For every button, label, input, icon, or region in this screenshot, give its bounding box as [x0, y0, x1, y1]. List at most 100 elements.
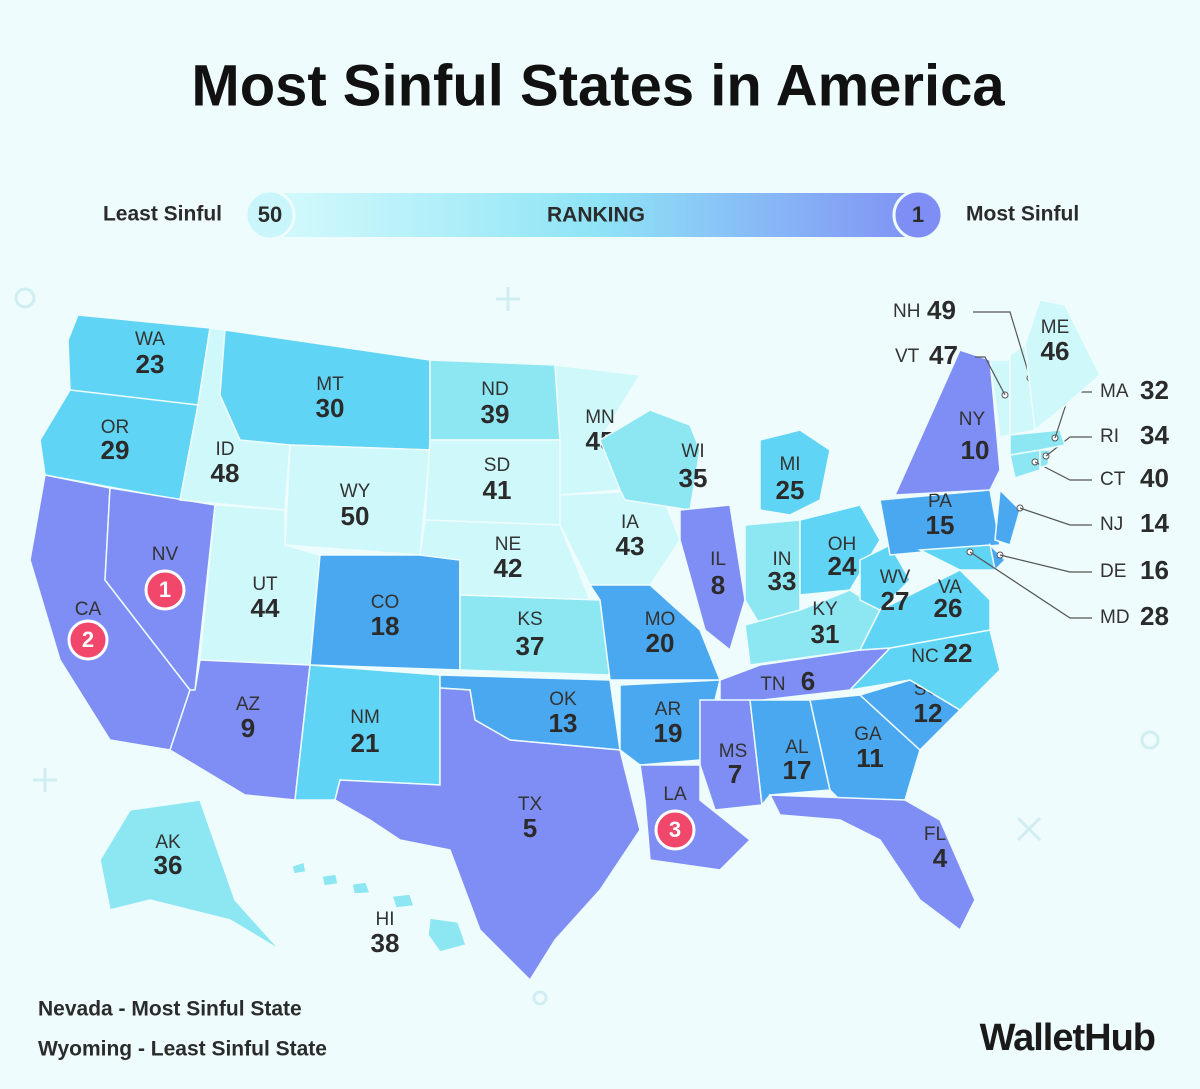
callout-line — [975, 356, 1006, 396]
legend-end — [892, 189, 944, 241]
state-abbr: MO — [645, 609, 676, 630]
state — [768, 794, 976, 932]
state-rank: 8 — [711, 570, 725, 600]
state-rank: 13 — [549, 708, 578, 738]
legend-right-label: Most Sinful — [966, 203, 1079, 226]
legend-center-label: RANKING — [547, 204, 645, 227]
state-rank: 1 — [159, 577, 171, 602]
callout-line — [1034, 461, 1092, 481]
legend-left-label: Least Sinful — [103, 203, 222, 226]
state-abbr: KY — [812, 599, 838, 620]
state-abbr: MS — [719, 741, 748, 762]
state-abbr: NJ — [1100, 514, 1123, 535]
state-rank: 25 — [776, 475, 805, 505]
state-abbr: OR — [101, 417, 130, 438]
state-abbr: WI — [681, 441, 704, 462]
state-rank: 16 — [1140, 555, 1169, 585]
state-rank: 4 — [933, 843, 948, 873]
state-abbr: WY — [340, 481, 371, 502]
state-abbr: WA — [135, 329, 165, 350]
state — [619, 679, 721, 766]
state-abbr: ID — [216, 439, 235, 460]
footnote: Wyoming - Least Sinful State — [38, 1038, 327, 1061]
state-rank: 46 — [1041, 336, 1070, 366]
state — [1009, 429, 1066, 456]
legend-right-value: 1 — [912, 202, 924, 227]
state-rank: 35 — [679, 463, 708, 493]
state-abbr: CA — [75, 599, 102, 620]
state-abbr: OK — [549, 689, 577, 710]
state-abbr: SD — [484, 455, 510, 476]
ranking-legend: Least Sinful 50 RANKING 1 Most Sinful — [103, 189, 1079, 241]
state-abbr: MT — [316, 374, 344, 395]
state-abbr: NY — [959, 409, 986, 430]
state-rank: 33 — [768, 566, 797, 596]
state-rank: 9 — [241, 713, 255, 743]
top-rank-badge — [67, 619, 109, 661]
state-rank: 48 — [211, 458, 240, 488]
state-rank: 2 — [82, 627, 94, 652]
state-rank: 22 — [944, 638, 973, 668]
state-rank: 47 — [929, 340, 958, 370]
state — [994, 488, 1021, 546]
state-abbr: IN — [773, 549, 792, 570]
state-rank: 50 — [341, 501, 370, 531]
state — [679, 504, 746, 652]
state — [759, 429, 831, 516]
top-rank-badge — [654, 809, 696, 851]
state — [917, 544, 996, 571]
brand-logo: WalletHub — [980, 1017, 1155, 1059]
state — [99, 799, 281, 951]
state-rank: 26 — [934, 593, 963, 623]
state-abbr: MN — [585, 407, 615, 428]
state-abbr: IL — [710, 549, 726, 570]
state — [334, 687, 641, 982]
legend-left-value: 50 — [258, 202, 282, 227]
state-abbr: MI — [779, 454, 800, 475]
state-rank: 28 — [1140, 601, 1169, 631]
state-abbr: AZ — [236, 694, 261, 715]
state-rank: 39 — [481, 399, 510, 429]
state-abbr: NV — [152, 544, 179, 565]
state-rank: 43 — [616, 531, 645, 561]
state-abbr: OH — [828, 534, 857, 555]
state-rank: 41 — [483, 475, 512, 505]
state-abbr: DE — [1100, 561, 1126, 582]
state-rank: 17 — [783, 755, 812, 785]
state-rank: 5 — [523, 813, 537, 843]
top-rank-badge — [144, 569, 186, 611]
state — [321, 873, 339, 887]
callout-line — [1045, 436, 1092, 457]
state — [599, 409, 701, 511]
state-abbr: NM — [350, 707, 380, 728]
state-abbr: ME — [1041, 317, 1070, 338]
state-rank: 44 — [251, 593, 280, 623]
state-rank: 40 — [1140, 463, 1169, 493]
state-abbr: ND — [481, 379, 508, 400]
state-rank: 27 — [881, 586, 910, 616]
state-abbr: NH — [893, 301, 920, 322]
title: Most Sinful States in America — [191, 53, 1005, 118]
state-abbr: AL — [785, 737, 808, 758]
state-rank: 24 — [828, 551, 857, 581]
state-rank: 18 — [371, 611, 400, 641]
state — [39, 389, 199, 501]
state — [1024, 299, 1101, 432]
state-rank: 30 — [316, 393, 345, 423]
state-abbr: TX — [518, 794, 543, 815]
state — [390, 893, 416, 909]
state-rank: 20 — [646, 628, 675, 658]
state-rank: 6 — [801, 666, 815, 696]
state-rank: 36 — [154, 850, 183, 880]
state-abbr: KS — [517, 609, 542, 630]
state-rank: 23 — [136, 349, 165, 379]
state-rank: 32 — [1140, 375, 1169, 405]
legend-start — [244, 189, 296, 241]
state-abbr: AK — [155, 832, 181, 853]
state-rank: 31 — [811, 619, 840, 649]
decorations — [14, 287, 1160, 1006]
state-rank: 19 — [654, 718, 683, 748]
callout-line — [999, 554, 1092, 573]
